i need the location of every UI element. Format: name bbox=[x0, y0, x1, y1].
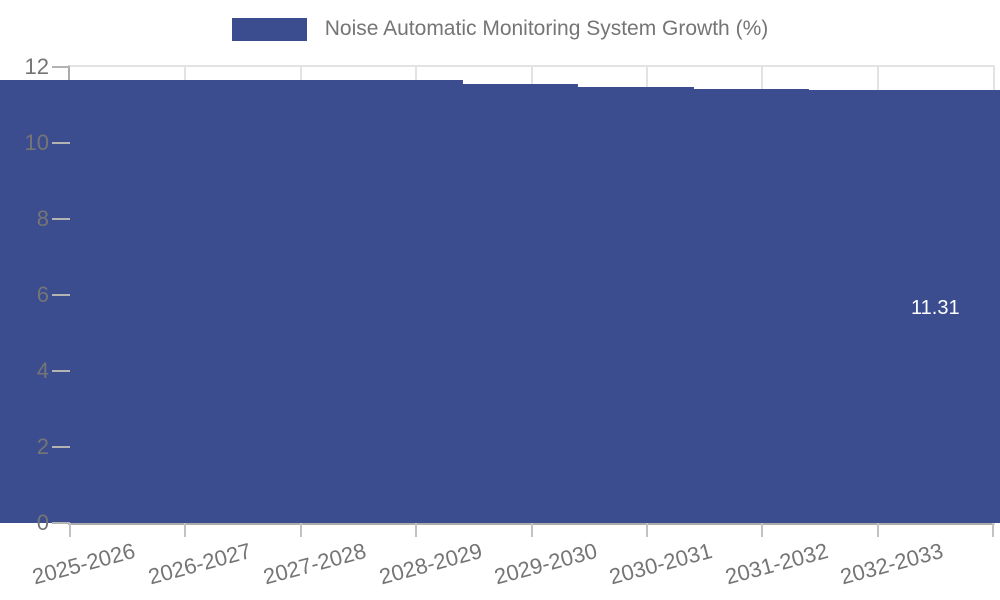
y-axis-tick-label: 4 bbox=[36, 357, 49, 383]
x-axis-tick bbox=[69, 523, 71, 537]
y-axis-tick bbox=[52, 294, 70, 296]
y-axis-tick-label: 6 bbox=[36, 282, 49, 307]
y-axis-tick bbox=[52, 66, 70, 68]
x-axis-tick-label: 2028-2029 bbox=[376, 538, 485, 590]
x-axis-tick bbox=[876, 523, 879, 537]
x-axis-tick bbox=[761, 523, 764, 537]
x-axis-tick-label: 2032-2033 bbox=[837, 538, 946, 590]
y-axis-tick-label: 10 bbox=[24, 129, 49, 155]
x-axis-tick-label: 2025-2026 bbox=[30, 538, 139, 590]
x-axis-tick-label: 2027-2028 bbox=[260, 538, 369, 590]
x-axis-tick bbox=[992, 523, 994, 537]
bar-value-label: 11.31 bbox=[911, 296, 960, 319]
x-axis-tick bbox=[299, 523, 302, 537]
bar: 11.31 bbox=[600, 93, 1000, 523]
y-axis-tick bbox=[52, 141, 70, 144]
y-axis-tick-label: 8 bbox=[36, 205, 49, 231]
legend: Noise Automatic Monitoring System Growth… bbox=[0, 17, 1000, 41]
x-axis-tick bbox=[184, 523, 187, 537]
x-axis-tick-label: 2031-2032 bbox=[722, 538, 831, 590]
x-axis-tick bbox=[645, 523, 648, 537]
y-axis-tick bbox=[52, 369, 70, 372]
y-axis-tick bbox=[52, 217, 70, 220]
x-axis-tick-label: 2030-2031 bbox=[606, 538, 716, 590]
x-axis-tick bbox=[415, 523, 418, 537]
y-axis-tick-label: 12 bbox=[24, 54, 49, 79]
y-axis-tick-label: 0 bbox=[36, 510, 49, 535]
legend-label: Noise Automatic Monitoring System Growth… bbox=[324, 17, 769, 40]
x-axis-tick-label: 2026-2027 bbox=[145, 538, 254, 590]
y-axis-tick bbox=[52, 522, 70, 524]
legend-swatch bbox=[231, 17, 307, 41]
y-axis-tick-label: 2 bbox=[36, 434, 49, 459]
x-axis-tick bbox=[530, 523, 533, 537]
x-axis-tick-label: 2029-2030 bbox=[491, 538, 600, 590]
plot-area: 11.6511.5511.4711.4211.3911.3711.3911.31… bbox=[0, 56, 1000, 589]
y-axis-tick bbox=[52, 446, 70, 448]
